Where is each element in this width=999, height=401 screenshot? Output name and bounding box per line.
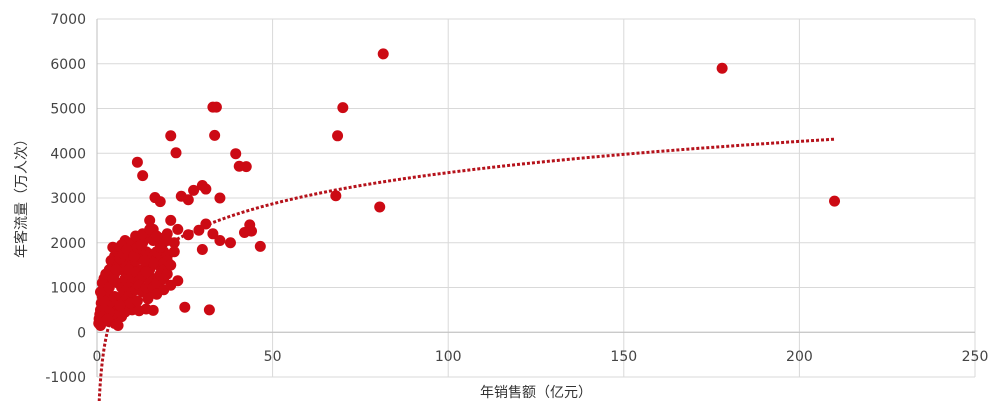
y-tick-label: -1000 [45, 370, 86, 386]
scatter-point [179, 301, 191, 313]
scatter-point [114, 299, 126, 311]
x-tick-label: 250 [962, 349, 989, 365]
scatter-point [716, 62, 728, 74]
x-axis-title: 年销售额（亿元） [480, 385, 592, 401]
scatter-point [137, 170, 149, 182]
scatter-point [203, 304, 215, 316]
x-tick-label: 100 [435, 349, 462, 365]
scatter-point [138, 255, 150, 267]
scatter-point [214, 192, 226, 204]
scatter-point [107, 241, 119, 253]
scatter-point [144, 223, 156, 235]
y-tick-label: 6000 [50, 57, 86, 73]
scatter-point [188, 184, 200, 196]
scatter-point [102, 313, 114, 325]
scatter-point [224, 237, 236, 249]
scatter-point [154, 241, 166, 253]
scatter-point [210, 101, 222, 113]
scatter-point [112, 320, 124, 332]
y-tick-label: 1000 [50, 281, 86, 297]
scatter-point [168, 246, 180, 258]
scatter-point [246, 225, 258, 237]
scatter-point [172, 275, 184, 287]
scatter-point [147, 304, 159, 316]
x-tick-label: 200 [786, 349, 813, 365]
trendline-layer [97, 137, 835, 401]
scatter-point [374, 201, 386, 213]
y-tick-label: 7000 [50, 12, 86, 28]
x-tick-label: 50 [264, 349, 282, 365]
scatter-point [107, 273, 119, 285]
scatter-point [196, 243, 208, 255]
scatter-point [207, 228, 219, 240]
scatter-point [230, 148, 242, 160]
y-tick-label: 3000 [50, 191, 86, 207]
scatter-point [95, 286, 107, 298]
y-tick-label: 0 [77, 325, 86, 341]
scatter-point [165, 214, 177, 226]
points-layer [93, 48, 841, 332]
scatter-point [142, 293, 154, 305]
scatter-point [182, 194, 194, 206]
scatter-point [254, 240, 266, 252]
scatter-point [377, 48, 389, 60]
scatter-point [233, 160, 245, 172]
x-tick-label: 0 [93, 349, 102, 365]
labels-layer: -1000 0 1000 2000 3000 4000 5000 6000 7000 0 50 100… [45, 12, 988, 386]
scatter-point [332, 130, 344, 142]
scatter-point [193, 224, 205, 236]
scatter-point [98, 295, 110, 307]
x-tick-label: 150 [610, 349, 637, 365]
scatter-point [147, 257, 159, 269]
scatter-point [144, 214, 156, 226]
y-tick-label: 2000 [50, 236, 86, 252]
scatter-point [110, 264, 122, 276]
scatter-point [337, 102, 349, 114]
y-tick-label: 5000 [50, 102, 86, 118]
scatter-point [140, 266, 152, 278]
scatter-point [330, 190, 342, 202]
scatter-point [154, 196, 166, 208]
scatter-point [135, 239, 147, 251]
scatter-point [151, 230, 163, 242]
scatter-point [161, 268, 173, 280]
grid-layer [96, 18, 976, 378]
y-tick-label: 4000 [50, 146, 86, 162]
scatter-point [161, 235, 173, 247]
scatter-point [200, 183, 212, 195]
scatter-point [209, 129, 221, 141]
scatter-point [172, 223, 184, 235]
scatter-point [214, 235, 226, 247]
scatter-point [165, 259, 177, 271]
trendline [97, 137, 835, 401]
scatter-point [123, 264, 135, 276]
scatter-point [131, 156, 143, 168]
scatter-point [182, 229, 194, 241]
y-axis-title: 年客流量（万人次） [13, 132, 30, 258]
scatter-point [165, 130, 177, 142]
scatter-point [829, 195, 841, 207]
scatter-point [103, 282, 115, 293]
scatter-point [170, 147, 182, 159]
scatter-point [121, 243, 133, 255]
scatter-point [131, 295, 143, 307]
scatter-point [128, 250, 140, 262]
scatter-point [200, 218, 212, 230]
